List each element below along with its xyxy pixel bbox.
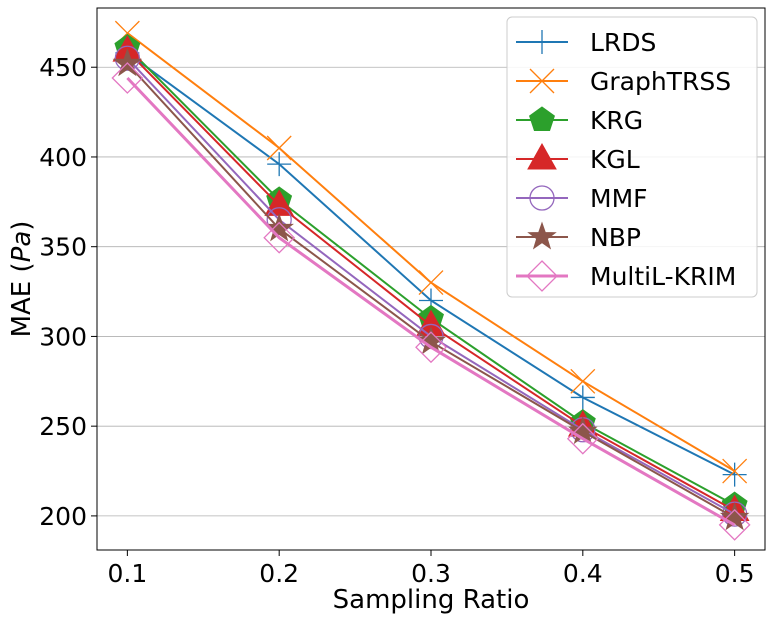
legend-marker <box>530 30 554 54</box>
legend-entry: MMF <box>516 184 648 213</box>
data-point-marker <box>718 508 751 541</box>
legend-label: GraphTRSS <box>590 67 731 96</box>
axis-ticks: 200 250 300 350 400 450 0.1 0.2 0.3 0.4 0.5 <box>39 53 754 588</box>
legend-entry: KGL <box>516 142 640 174</box>
legend-box <box>506 16 758 298</box>
data-point-marker <box>415 331 447 364</box>
data-point-marker <box>267 152 292 177</box>
y-tick-label: 300 <box>39 322 87 351</box>
y-axis-label: MAE (Pa) <box>7 221 37 338</box>
data-point-marker <box>566 422 599 455</box>
data-point-marker <box>722 462 747 487</box>
data-point-marker <box>111 62 144 94</box>
y-axis-label-suffix: ) <box>7 221 37 231</box>
series-1 <box>114 20 748 484</box>
series-6 <box>111 62 751 541</box>
data-point-marker <box>722 458 748 484</box>
legend-marker <box>529 185 555 211</box>
legend-marker <box>527 221 557 250</box>
legend-marker <box>526 260 558 292</box>
data-point-marker <box>266 135 292 161</box>
legend-entry: KRG <box>516 106 643 135</box>
data-point-marker <box>264 213 294 242</box>
data-point-marker-b <box>570 368 596 394</box>
legend-label: MMF <box>590 184 648 213</box>
legend-entry: MultiL-KRIM <box>516 260 736 292</box>
legend-label: KGL <box>590 145 640 174</box>
legend-entry: NBP <box>516 221 641 252</box>
data-point-marker-b <box>266 135 292 161</box>
legend-marker-b <box>529 68 555 94</box>
x-tick-label: 0.5 <box>715 559 755 588</box>
data-point-marker <box>570 385 595 410</box>
x-axis-label: Sampling Ratio <box>333 585 530 615</box>
y-tick-label: 350 <box>39 233 87 262</box>
series-line <box>126 76 736 527</box>
data-point-marker-b <box>418 270 444 296</box>
legend-label: LRDS <box>590 28 656 57</box>
series-lines <box>111 20 751 541</box>
legend-entry: LRDS <box>516 28 656 57</box>
legend-marker <box>527 142 557 170</box>
data-point-marker <box>263 221 296 254</box>
data-point-marker <box>570 368 596 394</box>
x-tick-label: 0.3 <box>411 559 451 588</box>
legend-marker <box>529 68 555 94</box>
legend-label: NBP <box>590 223 641 252</box>
data-point-marker <box>418 270 444 296</box>
data-point-marker-b <box>722 458 748 484</box>
legend-entry: GraphTRSS <box>516 67 731 96</box>
y-tick-label: 450 <box>39 53 87 82</box>
x-tick-label: 0.1 <box>107 559 147 588</box>
y-axis-label-prefix: MAE ( <box>7 262 37 337</box>
y-tick-label: 400 <box>39 143 87 172</box>
x-tick-label: 0.4 <box>563 559 603 588</box>
legend-label: MultiL-KRIM <box>590 262 736 291</box>
y-tick-label: 200 <box>39 502 87 531</box>
legend-marker <box>529 106 555 131</box>
data-point-marker <box>114 45 141 71</box>
x-tick-label: 0.2 <box>259 559 299 588</box>
legend-label: KRG <box>590 106 643 135</box>
y-axis-label-unit: Pa <box>7 231 37 263</box>
legend: LRDS GraphTRSS KRG KGL MMF NBP MultiL-KRIM <box>506 16 758 298</box>
y-tick-label: 250 <box>39 412 87 441</box>
